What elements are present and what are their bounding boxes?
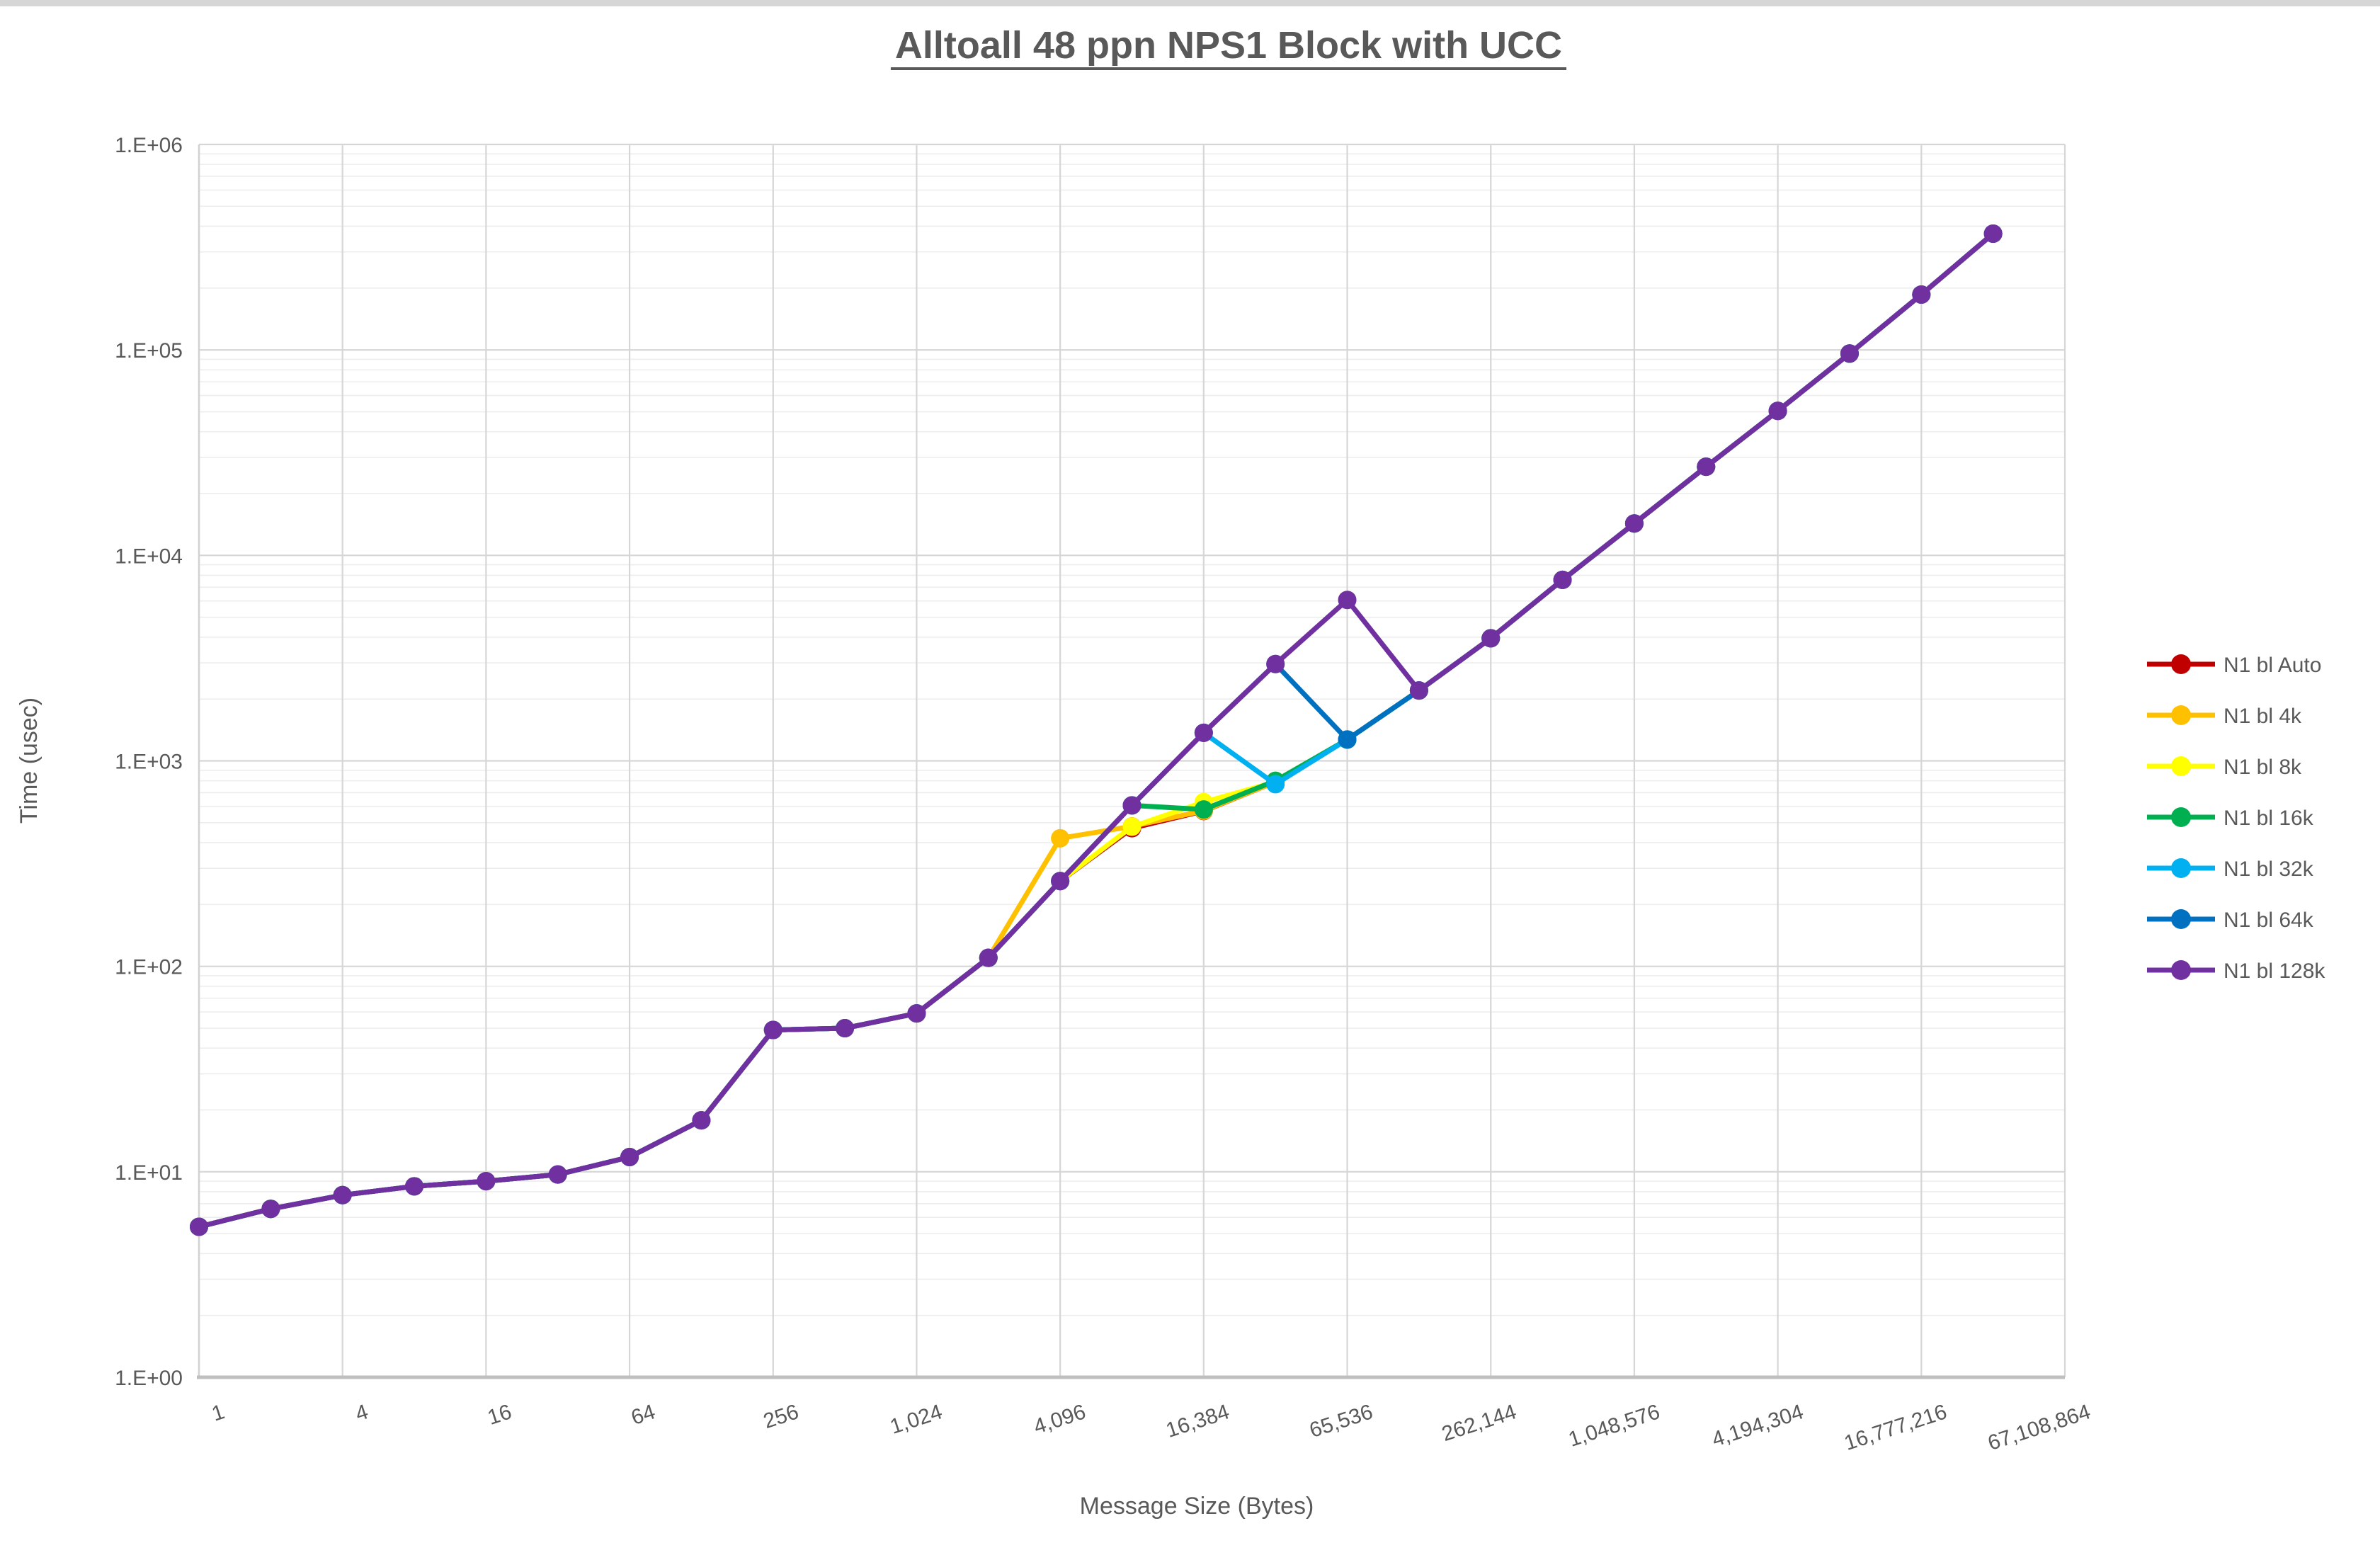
series-layer — [190, 224, 2003, 1236]
series-line-N1-bl-128k — [196, 231, 1996, 1229]
top-window-strip — [0, 0, 2380, 6]
data-point-N1-bl-128k — [979, 948, 998, 967]
data-point-N1-bl-128k — [1912, 285, 1931, 304]
data-point-N1-bl-128k — [1624, 514, 1644, 533]
legend-item-N1-bl-128k[interactable]: N1 bl 128k — [2147, 959, 2325, 983]
data-point-N1-bl-64k — [1338, 730, 1357, 749]
legend-marker-icon — [2171, 705, 2191, 725]
data-point-N1-bl-128k — [477, 1172, 496, 1191]
data-point-N1-bl-16k — [1194, 800, 1213, 819]
legend-item-N1-bl-8k[interactable]: N1 bl 8k — [2147, 756, 2302, 779]
legend-item-N1-bl-64k[interactable]: N1 bl 64k — [2147, 908, 2314, 932]
legend-marker-icon — [2171, 756, 2191, 776]
data-point-N1-bl-128k — [907, 1004, 926, 1023]
y-tick-label: 1.E+06 — [115, 134, 183, 157]
series-N1-bl-128k — [190, 224, 2003, 1236]
data-point-N1-bl-128k — [1840, 344, 1859, 363]
data-point-N1-bl-128k — [1553, 570, 1572, 589]
chart-title: Alltoall 48 ppn NPS1 Block with UCC — [895, 24, 1562, 67]
legend-marker-icon — [2171, 909, 2191, 929]
data-point-N1-bl-32k — [1266, 775, 1285, 794]
legend-marker-icon — [2171, 960, 2191, 980]
data-point-N1-bl-128k — [1768, 401, 1787, 421]
data-point-N1-bl-128k — [1481, 629, 1501, 648]
y-tick-label: 1.E+02 — [115, 956, 183, 979]
y-tick-label: 1.E+00 — [115, 1367, 183, 1390]
legend-label: N1 bl 16k — [2224, 807, 2314, 830]
data-point-N1-bl-128k — [1266, 654, 1285, 673]
y-tick-label: 1.E+05 — [115, 339, 183, 363]
legend-item-N1-bl-32k[interactable]: N1 bl 32k — [2147, 858, 2314, 881]
legend-label: N1 bl 128k — [2224, 959, 2325, 983]
legend-marker-icon — [2171, 654, 2191, 674]
legend-marker-icon — [2171, 858, 2191, 878]
data-point-N1-bl-128k — [692, 1111, 711, 1130]
data-point-N1-bl-128k — [1122, 796, 1141, 815]
data-point-N1-bl-128k — [548, 1165, 567, 1184]
data-point-N1-bl-8k — [1122, 817, 1141, 836]
legend-label: N1 bl 64k — [2224, 908, 2314, 932]
data-point-N1-bl-128k — [1051, 872, 1070, 891]
data-point-N1-bl-128k — [1338, 591, 1357, 610]
legend-item-N1-bl-4k[interactable]: N1 bl 4k — [2147, 705, 2302, 728]
data-point-N1-bl-128k — [1983, 224, 2003, 243]
y-tick-label: 1.E+03 — [115, 751, 183, 774]
data-point-N1-bl-128k — [1194, 723, 1213, 742]
data-point-N1-bl-128k — [1409, 681, 1428, 700]
data-point-N1-bl-128k — [405, 1177, 424, 1196]
legend-item-N1-bl-16k[interactable]: N1 bl 16k — [2147, 807, 2314, 830]
legend-label: N1 bl 4k — [2224, 705, 2302, 728]
data-point-N1-bl-128k — [620, 1147, 639, 1166]
axes — [197, 144, 2065, 1379]
legend-label: N1 bl 32k — [2224, 858, 2314, 881]
data-point-N1-bl-128k — [763, 1020, 782, 1039]
legend-marker-icon — [2171, 807, 2191, 827]
y-tick-label: 1.E+01 — [115, 1161, 183, 1185]
data-point-N1-bl-128k — [836, 1019, 855, 1038]
data-point-N1-bl-4k — [1051, 828, 1070, 848]
x-axis-title: Message Size (Bytes) — [1080, 1493, 1314, 1520]
data-point-N1-bl-128k — [261, 1200, 280, 1219]
gridlines — [198, 143, 2066, 1379]
data-point-N1-bl-128k — [333, 1185, 352, 1204]
legend-label: N1 bl 8k — [2224, 756, 2302, 779]
data-point-N1-bl-128k — [1697, 457, 1716, 477]
legend-label: N1 bl Auto — [2224, 654, 2321, 677]
data-point-N1-bl-128k — [190, 1217, 208, 1236]
legend-item-N1-bl-Auto[interactable]: N1 bl Auto — [2147, 654, 2321, 677]
y-axis-title: Time (usec) — [16, 697, 42, 824]
y-tick-label: 1.E+04 — [115, 545, 183, 568]
legend: N1 bl Auto N1 bl 4k N1 bl 8k N1 bl 16k N1 bl… — [2147, 654, 2325, 983]
